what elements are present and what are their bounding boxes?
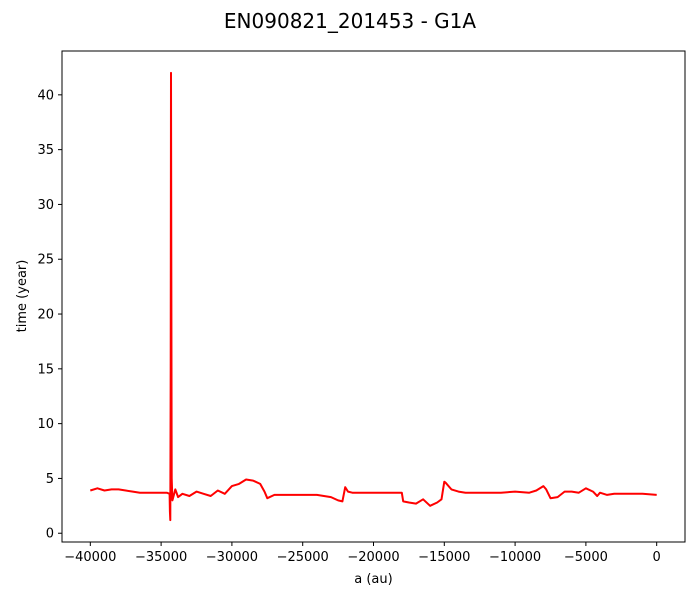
x-tick-label: −10000 xyxy=(489,550,541,565)
y-tick-label: 0 xyxy=(46,527,54,542)
series-line xyxy=(90,71,657,522)
y-axis-label: time (year) xyxy=(15,260,30,333)
y-tick-label: 35 xyxy=(37,143,54,158)
x-tick-label: −5000 xyxy=(564,550,608,565)
x-tick-label: −20000 xyxy=(347,550,399,565)
y-tick-label: 20 xyxy=(37,308,54,323)
y-tick-label: 25 xyxy=(37,253,54,268)
y-tick-label: 30 xyxy=(37,198,54,213)
y-tick-label: 5 xyxy=(46,472,54,487)
x-tick-label: −15000 xyxy=(418,550,470,565)
x-tick-label: −30000 xyxy=(206,550,258,565)
x-tick-label: −25000 xyxy=(277,550,329,565)
axes-frame xyxy=(61,50,686,543)
chart-title: EN090821_201453 - G1A xyxy=(224,9,476,33)
y-tick-label: 40 xyxy=(37,88,54,103)
y-axis: 0 5 10 15 20 25 30 35 40 xyxy=(37,88,62,542)
x-tick-label: −40000 xyxy=(64,550,116,565)
x-axis-label: a (au) xyxy=(354,572,392,587)
plot-area xyxy=(61,50,686,543)
series-layer xyxy=(90,71,657,522)
y-tick-label: 10 xyxy=(37,417,54,432)
x-tick-label: 0 xyxy=(653,550,661,565)
y-tick-label: 15 xyxy=(37,362,54,377)
x-tick-label: −35000 xyxy=(135,550,187,565)
x-axis: −40000 −35000 −30000 −25000 −20000 −15000 −100… xyxy=(64,542,661,565)
